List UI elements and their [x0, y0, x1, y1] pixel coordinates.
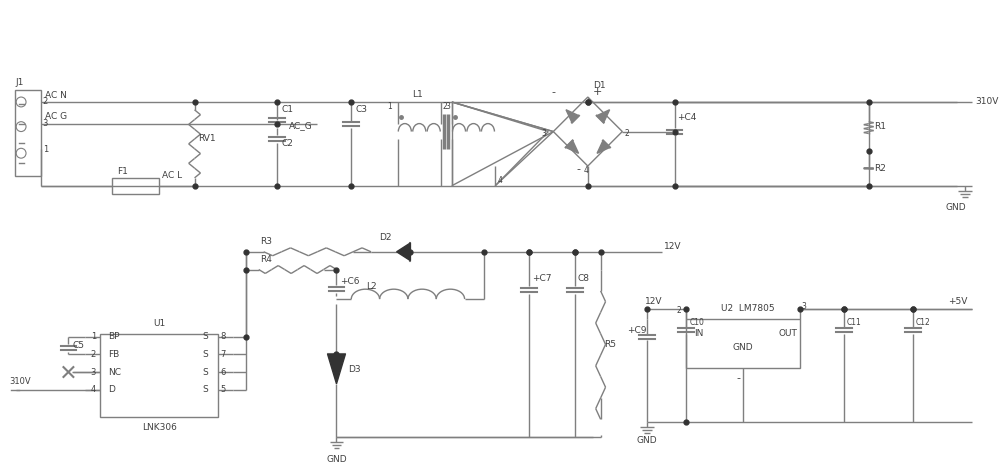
Text: +C9: +C9 — [627, 326, 647, 335]
Text: 12V: 12V — [645, 297, 662, 306]
Text: RV1: RV1 — [199, 134, 216, 143]
Text: 1: 1 — [91, 332, 96, 341]
Text: C3: C3 — [355, 105, 367, 114]
Text: 2: 2 — [43, 98, 48, 107]
Text: D1: D1 — [593, 81, 605, 90]
Text: 2: 2 — [677, 306, 681, 315]
Text: +: + — [593, 87, 602, 97]
Text: J1: J1 — [15, 78, 24, 87]
Text: OUT: OUT — [778, 329, 797, 338]
Text: AC N: AC N — [45, 91, 67, 100]
Text: 1: 1 — [387, 102, 392, 111]
Text: C12: C12 — [916, 318, 931, 327]
Text: S: S — [202, 385, 208, 394]
Text: R4: R4 — [261, 255, 272, 264]
Text: AC L: AC L — [162, 172, 182, 181]
Text: 7: 7 — [220, 350, 226, 359]
Text: 3: 3 — [445, 102, 450, 111]
Text: C2: C2 — [281, 139, 293, 148]
Text: C11: C11 — [847, 318, 862, 327]
Text: R2: R2 — [874, 164, 886, 173]
Polygon shape — [597, 140, 610, 153]
Text: F1: F1 — [117, 167, 128, 176]
Text: 2: 2 — [443, 102, 448, 111]
Text: 3: 3 — [43, 119, 48, 128]
Polygon shape — [566, 110, 579, 123]
Text: 310V: 310V — [975, 98, 999, 107]
Polygon shape — [597, 110, 610, 123]
Text: +C7: +C7 — [532, 274, 551, 283]
Text: 4: 4 — [584, 166, 589, 175]
Text: 5: 5 — [220, 385, 225, 394]
Text: L1: L1 — [412, 90, 423, 99]
Text: -: - — [737, 373, 741, 383]
Text: 1: 1 — [43, 145, 48, 154]
Text: +C6: +C6 — [340, 277, 360, 286]
Bar — [686, 319, 800, 368]
Text: -: - — [576, 164, 580, 174]
Text: 2: 2 — [624, 129, 629, 138]
Text: LNK306: LNK306 — [142, 423, 177, 432]
Text: D2: D2 — [379, 234, 391, 243]
Text: AC G: AC G — [45, 112, 67, 121]
Text: R3: R3 — [261, 237, 273, 246]
Text: 12V: 12V — [664, 242, 681, 251]
Text: 310V: 310V — [9, 377, 31, 386]
Text: C8: C8 — [578, 274, 590, 283]
Text: D: D — [108, 385, 115, 394]
Text: D3: D3 — [348, 365, 361, 374]
Text: GND: GND — [637, 436, 657, 445]
Text: IN: IN — [694, 329, 704, 338]
Text: 8: 8 — [220, 332, 226, 341]
Text: C1: C1 — [281, 105, 293, 114]
Text: 6: 6 — [220, 367, 226, 376]
Text: U1: U1 — [153, 319, 165, 328]
Text: NC: NC — [108, 367, 121, 376]
Polygon shape — [397, 243, 410, 261]
Text: L2: L2 — [366, 282, 377, 291]
Bar — [15, 90, 41, 176]
Text: -: - — [551, 87, 555, 97]
Text: R5: R5 — [605, 340, 617, 349]
Text: FB: FB — [108, 350, 119, 359]
Bar — [112, 178, 159, 194]
Text: S: S — [202, 332, 208, 341]
Text: R1: R1 — [874, 122, 886, 131]
Text: C10: C10 — [689, 318, 704, 327]
Text: +C4: +C4 — [678, 113, 697, 122]
Text: GND: GND — [945, 203, 966, 212]
Text: 4: 4 — [91, 385, 96, 394]
Text: 4: 4 — [497, 176, 502, 185]
Text: 3: 3 — [802, 302, 807, 311]
Polygon shape — [566, 140, 579, 153]
Text: 2: 2 — [91, 350, 96, 359]
Text: BP: BP — [108, 332, 119, 341]
Text: U2  LM7805: U2 LM7805 — [721, 304, 774, 313]
Bar — [100, 334, 218, 418]
Text: C5: C5 — [72, 341, 84, 350]
Text: GND: GND — [732, 343, 753, 352]
Text: S: S — [202, 367, 208, 376]
Text: 3: 3 — [541, 129, 546, 138]
Text: GND: GND — [326, 455, 347, 464]
Text: AC_G: AC_G — [289, 121, 313, 130]
Polygon shape — [328, 354, 345, 384]
Text: S: S — [202, 350, 208, 359]
Text: 3: 3 — [91, 367, 96, 376]
Text: +5V: +5V — [948, 297, 967, 306]
